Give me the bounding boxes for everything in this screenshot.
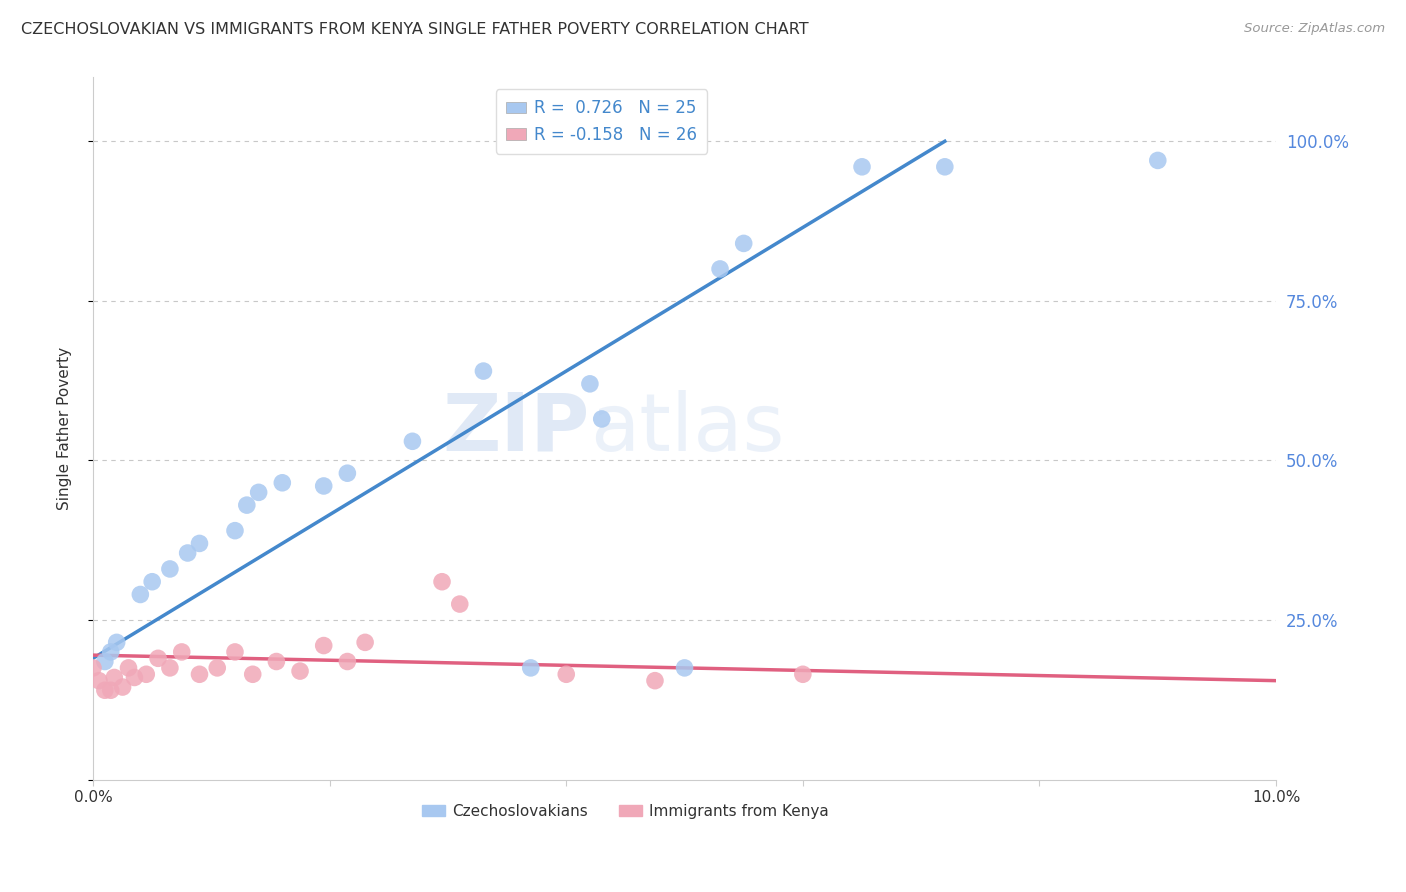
Point [644,673,666,688]
Y-axis label: Single Father Poverty: Single Father Poverty [58,347,72,510]
Text: ZIP: ZIP [443,390,591,467]
Point [224,645,246,659]
Point [555,667,578,681]
Point [288,664,311,678]
Point [247,485,270,500]
Point [1146,153,1168,168]
Point [401,434,423,449]
Text: Source: ZipAtlas.com: Source: ZipAtlas.com [1244,22,1385,36]
Point [87,673,110,688]
Point [176,546,198,560]
Point [105,635,128,649]
Text: atlas: atlas [591,390,785,467]
Point [129,587,152,601]
Point [159,661,181,675]
Point [733,236,755,251]
Point [100,683,122,698]
Point [188,536,211,550]
Point [124,670,146,684]
Text: CZECHOSLOVAKIAN VS IMMIGRANTS FROM KENYA SINGLE FATHER POVERTY CORRELATION CHART: CZECHOSLOVAKIAN VS IMMIGRANTS FROM KENYA… [21,22,808,37]
Point [94,683,117,698]
Point [579,376,602,391]
Point [336,655,359,669]
Point [100,645,122,659]
Point [188,667,211,681]
Legend: Czechoslovakians, Immigrants from Kenya: Czechoslovakians, Immigrants from Kenya [416,797,835,824]
Point [141,574,163,589]
Point [673,661,696,675]
Point [236,498,259,512]
Point [519,661,541,675]
Point [266,655,288,669]
Point [117,661,139,675]
Point [159,562,181,576]
Point [146,651,169,665]
Point [934,160,956,174]
Point [312,639,335,653]
Point [336,467,359,481]
Point [103,670,125,684]
Point [135,667,157,681]
Point [207,661,229,675]
Point [851,160,873,174]
Point [430,574,453,589]
Point [82,661,104,675]
Point [709,262,731,277]
Point [271,475,294,490]
Point [472,364,495,378]
Point [792,667,814,681]
Point [449,597,471,611]
Point [170,645,193,659]
Point [224,524,246,538]
Point [94,655,117,669]
Point [312,479,335,493]
Point [354,635,377,649]
Point [111,680,134,694]
Point [591,412,613,426]
Point [242,667,264,681]
